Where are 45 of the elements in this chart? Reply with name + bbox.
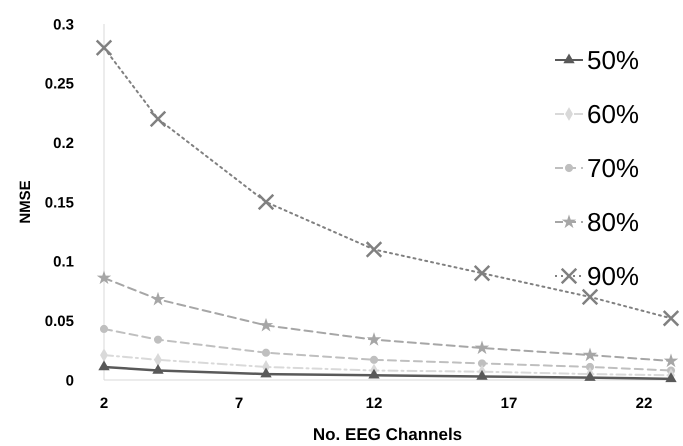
y-tick-label: 0.25 [44, 76, 74, 93]
point [100, 324, 108, 334]
point [581, 288, 599, 306]
x-tick-label: 22 [636, 395, 652, 412]
point [152, 364, 164, 374]
point [584, 372, 596, 381]
point [476, 370, 488, 380]
y-tick-label: 0.2 [53, 134, 74, 152]
x-tick-label: 2 [100, 395, 108, 412]
point [152, 292, 164, 305]
y-tick-label: 0.15 [44, 194, 74, 212]
point [98, 360, 110, 370]
point [262, 348, 270, 357]
y-axis-title: NMSE [17, 180, 34, 224]
point [473, 264, 491, 282]
y-tick-label: 0.1 [53, 254, 74, 271]
point [476, 341, 488, 354]
point [257, 193, 275, 211]
point [95, 39, 113, 56]
point [260, 318, 272, 331]
point [584, 348, 596, 360]
x-tick-label: 12 [366, 395, 382, 412]
legend-label: 50% [587, 45, 640, 76]
x-tick-label: 17 [500, 395, 518, 412]
point [154, 336, 162, 344]
point [365, 240, 383, 258]
point [370, 356, 378, 364]
point [98, 271, 110, 284]
point [666, 372, 676, 382]
point [662, 310, 680, 327]
y-tick-label: 0.05 [44, 312, 74, 330]
point [478, 359, 486, 368]
point [260, 368, 272, 378]
y-tick-label: 0 [66, 372, 74, 390]
x-axis-title: No. EEG Channels [312, 425, 462, 444]
x-tick-label: 7 [234, 395, 244, 412]
legend-label: 70% [587, 153, 640, 184]
point [664, 354, 678, 366]
point [368, 333, 380, 345]
legend-label: 90% [587, 261, 640, 292]
point [368, 369, 380, 379]
point [149, 110, 167, 128]
y-tick-label: 0.3 [53, 16, 74, 34]
legend-label: 60% [587, 99, 640, 130]
legend-label: 80% [587, 207, 640, 238]
